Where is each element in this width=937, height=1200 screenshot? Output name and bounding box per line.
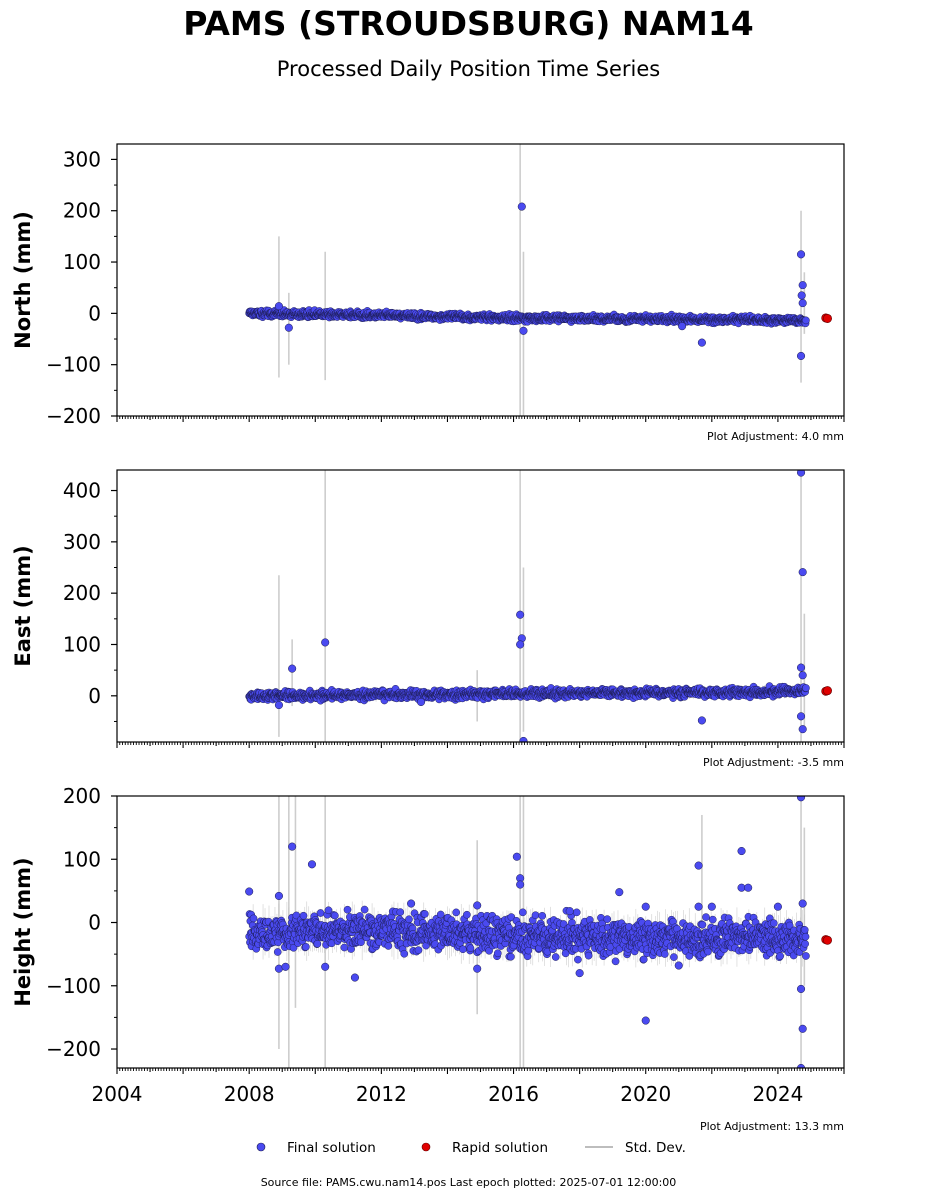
final-solution-point [797, 291, 806, 300]
final-solution-point [796, 712, 806, 721]
final-solution-point [507, 952, 515, 961]
final-solution-point [249, 914, 258, 923]
final-solution-point [463, 910, 471, 919]
plot-adjustment-text: Plot Adjustment: -3.5 mm [703, 756, 844, 769]
final-solution-point [302, 943, 310, 951]
final-solution-point [331, 911, 339, 920]
final-solution-point [507, 913, 516, 921]
final-solution-point [802, 316, 810, 325]
final-solution-point [400, 949, 409, 958]
y-tick-label: 100 [63, 632, 101, 656]
final-solution-point [299, 911, 308, 920]
final-solution-point [357, 938, 365, 946]
y-tick-label: 0 [88, 301, 101, 325]
final-solution-point [343, 905, 352, 914]
final-solution-point [436, 910, 445, 919]
final-solution-point [421, 910, 429, 918]
final-solution-point [416, 697, 426, 707]
final-solution-point [321, 638, 330, 647]
time-series-figure: −200 −100 0 100 200 300 North (mm) Plot Adjustm… [11, 143, 845, 1156]
panel-1: 0 100 200 300 400 East (mm) Plot Adjustment: -… [11, 469, 845, 769]
y-tick-label: 0 [88, 684, 101, 708]
final-solution-point [288, 664, 297, 673]
final-solution-point [485, 946, 493, 955]
final-solution-point [524, 946, 533, 955]
final-solution-point [516, 610, 525, 619]
final-solution-point [519, 736, 528, 742]
final-solution-point [518, 908, 527, 917]
final-solution-point [405, 915, 413, 924]
final-solution-point [324, 906, 333, 915]
plot-area [245, 796, 832, 1068]
panel-0: −200 −100 0 100 200 300 North (mm) Plot Adjustm… [11, 143, 845, 443]
final-solution-point [516, 640, 525, 649]
panels-group: −200 −100 0 100 200 300 North (mm) Plot Adjustm… [11, 143, 845, 1133]
final-solution-point [798, 671, 807, 680]
final-solution-point [796, 351, 806, 361]
plot-adjustment-text: Plot Adjustment: 4.0 mm [707, 430, 844, 443]
final-solution-point [697, 716, 706, 725]
figure-title: PAMS (STROUDSBURG) NAM14 [183, 4, 754, 43]
final-solution-point [798, 725, 807, 734]
final-solution-point [452, 908, 461, 917]
plot-area [245, 470, 832, 742]
final-solution-point [313, 939, 322, 948]
rapid-solution-point [822, 313, 832, 323]
final-solution-point [360, 905, 369, 914]
final-solution-point [459, 945, 467, 954]
final-solution-point [802, 684, 810, 692]
final-solution-point [414, 946, 423, 954]
final-solution-point [466, 944, 475, 953]
plot-area [245, 144, 832, 416]
plot-frame [116, 143, 845, 417]
final-solution-point [796, 663, 806, 672]
final-solution-point [396, 908, 405, 916]
final-solution-point [796, 470, 806, 477]
y-tick-label: 200 [63, 581, 101, 605]
figure-subtitle: Processed Daily Position Time Series [276, 57, 661, 81]
final-solution-point [493, 949, 502, 958]
y-axis-label: North (mm) [11, 211, 35, 349]
final-solution-point [678, 322, 687, 331]
final-solution-point [340, 943, 349, 952]
final-solution-point [697, 338, 706, 347]
final-solution-point [519, 326, 528, 335]
y-tick-label: 200 [63, 199, 101, 223]
y-axis-label: East (mm) [11, 545, 35, 666]
final-solution-point [798, 568, 807, 577]
final-solution-point [284, 323, 293, 332]
final-solution-point [384, 942, 393, 950]
final-solution-point [517, 202, 526, 211]
final-solution-point [796, 250, 806, 259]
final-solution-point [798, 281, 807, 290]
y-tick-label: 300 [63, 147, 101, 171]
y-tick-label: 300 [63, 530, 101, 554]
final-solution-point [274, 302, 283, 311]
rapid-solution-point [822, 686, 832, 696]
y-tick-label: 400 [63, 479, 101, 503]
y-tick-label: −100 [46, 353, 101, 377]
final-solution-point [289, 943, 298, 952]
final-solution-point [274, 700, 283, 710]
final-solution-point [798, 299, 807, 308]
final-solution-point [273, 948, 282, 956]
y-tick-label: −200 [46, 404, 101, 428]
y-tick-label: 100 [63, 250, 101, 274]
final-solution-point [316, 909, 325, 917]
